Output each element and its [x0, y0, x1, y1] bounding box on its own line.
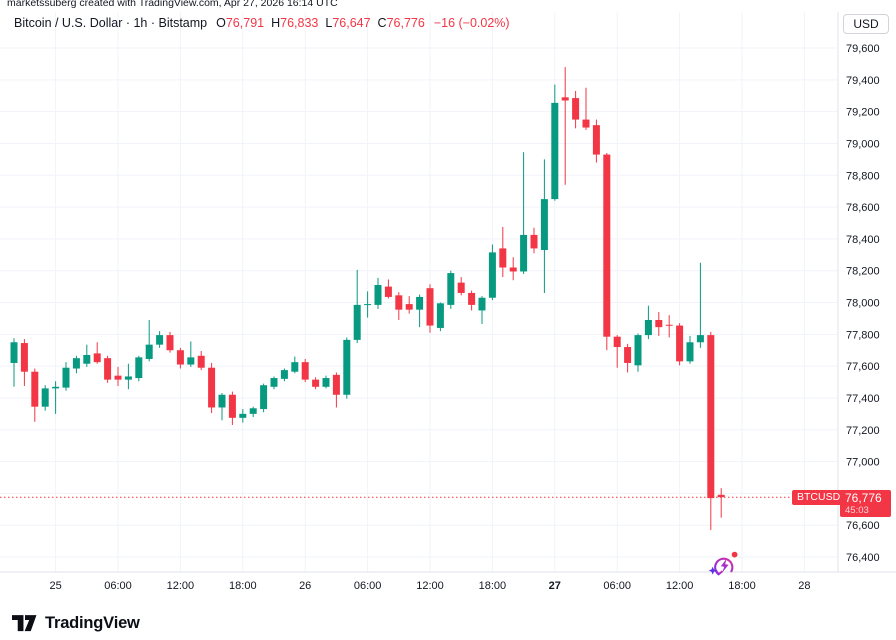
refresh-arrowhead: [715, 569, 723, 576]
ohlc-values: O76,791 H76,833 L76,647 C76,776: [216, 16, 425, 30]
symbol-price-badge: BTCUSD: [792, 490, 846, 505]
svg-text:26: 26: [299, 580, 311, 592]
change-value: −16 (−0.02%): [433, 16, 510, 30]
svg-text:78,600: 78,600: [846, 202, 880, 214]
tradingview-logo[interactable]: TradingView: [12, 614, 140, 633]
svg-text:18:00: 18:00: [728, 580, 756, 592]
svg-text:79,400: 79,400: [846, 75, 880, 87]
svg-text:18:00: 18:00: [229, 580, 257, 592]
bar-countdown: 45:03: [845, 505, 869, 516]
notification-dot: [731, 551, 738, 558]
tradingview-mark-icon: [12, 615, 37, 632]
svg-text:06:00: 06:00: [603, 580, 631, 592]
svg-text:76,400: 76,400: [846, 552, 880, 564]
currency-usd-button[interactable]: USD: [843, 14, 889, 34]
high-value: 76,833: [280, 16, 319, 30]
svg-text:12:00: 12:00: [416, 580, 444, 592]
svg-text:27: 27: [549, 580, 561, 592]
high-label: H: [271, 16, 281, 30]
open-label: O: [216, 16, 226, 30]
svg-text:79,600: 79,600: [846, 43, 880, 55]
lightning-bolt-icon: [720, 558, 729, 573]
svg-text:06:00: 06:00: [104, 580, 132, 592]
symbol-legend: Bitcoin / U.S. Dollar · 1h · Bitstamp O7…: [14, 16, 510, 30]
price-chart-canvas[interactable]: 76,40076,60076,80077,00077,20077,40077,6…: [0, 0, 896, 608]
svg-text:06:00: 06:00: [354, 580, 382, 592]
svg-text:28: 28: [798, 580, 810, 592]
svg-text:79,200: 79,200: [846, 107, 880, 119]
symbol-title: Bitcoin / U.S. Dollar · 1h · Bitstamp: [14, 16, 208, 30]
svg-text:79,000: 79,000: [846, 138, 880, 150]
svg-text:77,800: 77,800: [846, 329, 880, 341]
open-value: 76,791: [225, 16, 265, 30]
tradingview-logo-text: TradingView: [45, 614, 140, 632]
last-price-label: 76,776 45:03: [840, 490, 891, 517]
svg-text:12:00: 12:00: [167, 580, 195, 592]
svg-text:78,200: 78,200: [846, 266, 880, 278]
svg-text:78,400: 78,400: [846, 234, 880, 246]
svg-text:77,000: 77,000: [846, 457, 880, 469]
close-label: C: [377, 16, 387, 30]
svg-text:77,400: 77,400: [846, 393, 880, 405]
svg-text:25: 25: [49, 580, 61, 592]
close-value: 76,776: [386, 16, 425, 30]
svg-text:77,600: 77,600: [846, 361, 880, 373]
svg-text:76,600: 76,600: [846, 520, 880, 532]
svg-text:12:00: 12:00: [666, 580, 694, 592]
low-label: L: [325, 16, 333, 30]
low-value: 76,647: [332, 16, 371, 30]
svg-text:18:00: 18:00: [479, 580, 507, 592]
svg-text:78,000: 78,000: [846, 298, 880, 310]
last-price-value: 76,776: [845, 491, 882, 505]
svg-text:77,200: 77,200: [846, 425, 880, 437]
svg-text:78,800: 78,800: [846, 170, 880, 182]
attribution-text: marketssuberg created with TradingView.c…: [7, 0, 338, 9]
flash-refresh-icon[interactable]: [708, 550, 740, 580]
sparkle-icon: [708, 566, 717, 575]
